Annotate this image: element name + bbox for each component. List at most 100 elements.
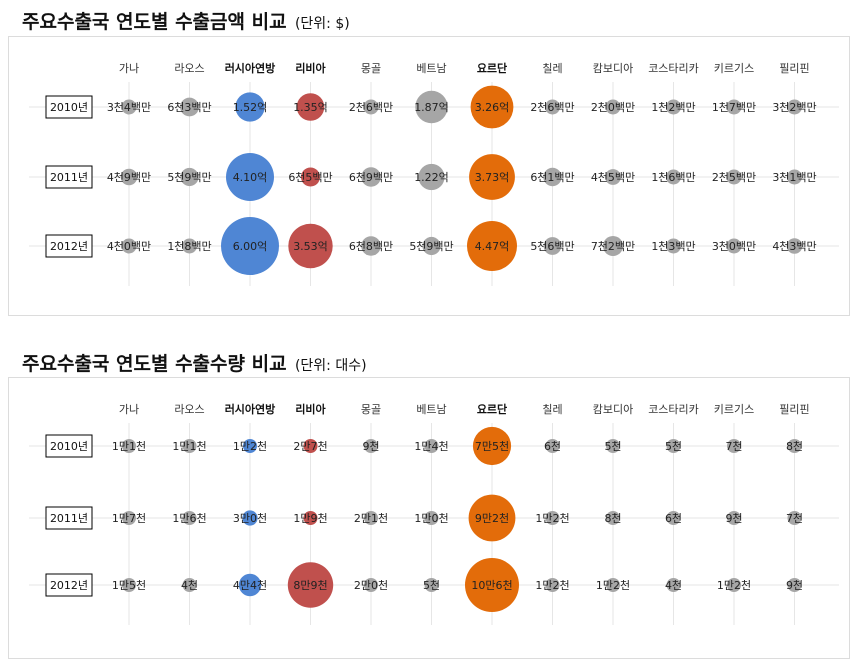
data-bubble xyxy=(467,221,517,271)
data-bubble xyxy=(287,562,334,608)
data-label: 6천 xyxy=(544,439,561,453)
data-label: 1만2천 xyxy=(233,439,267,453)
data-bubble xyxy=(787,578,802,592)
data-bubble xyxy=(122,439,136,453)
data-bubble xyxy=(472,426,512,466)
data-bubble xyxy=(727,439,741,453)
data-label: 6천3백만 xyxy=(167,100,211,114)
data-label: 5천 xyxy=(423,578,440,592)
data-bubble xyxy=(296,93,325,121)
data-bubble xyxy=(606,578,620,592)
category-label: 러시아연방 xyxy=(225,61,276,75)
data-label: 6천1백만 xyxy=(530,170,574,184)
data-label: 4천 xyxy=(665,578,682,592)
data-label: 1만5천 xyxy=(112,578,146,592)
data-bubble xyxy=(787,511,802,525)
data-label: 1만1천 xyxy=(112,439,146,453)
data-bubble xyxy=(666,439,681,453)
data-bubble xyxy=(545,439,560,453)
data-label: 1만4천 xyxy=(414,439,448,453)
data-bubble xyxy=(786,238,803,254)
data-label: 1.35억 xyxy=(293,101,328,114)
data-bubble xyxy=(364,511,378,525)
data-label: 1천7백만 xyxy=(712,100,756,114)
year-label-box xyxy=(45,234,93,258)
category-label: 몽골 xyxy=(361,403,381,416)
data-bubble xyxy=(361,167,381,187)
data-label: 6천9백만 xyxy=(349,170,393,184)
export-amount-chart: 가나 라오스 러시아연방 리비아 몽골 베트남 요르단 칠레 캄보디아 코스타리카 키르기스 필리핀 2… xyxy=(29,61,839,286)
data-bubble xyxy=(121,99,137,115)
data-bubble xyxy=(303,511,318,525)
data-bubble xyxy=(787,439,802,453)
category-label: 요르단 xyxy=(477,61,507,75)
data-label: 7천 xyxy=(786,511,803,525)
chart1-title: 주요수출국 연도별 수출금액 비교 (단위: $) xyxy=(22,6,350,34)
data-bubble xyxy=(424,578,439,592)
data-label: 1만2천 xyxy=(535,511,569,525)
data-bubble xyxy=(182,439,197,453)
year-label: 2011년 xyxy=(50,171,88,184)
year-label-box xyxy=(45,573,93,597)
data-bubble xyxy=(238,573,262,597)
data-bubble xyxy=(424,511,439,525)
data-bubble xyxy=(364,439,378,453)
data-label: 4천3백만 xyxy=(772,239,816,253)
data-bubble xyxy=(122,578,136,592)
data-label: 2만1천 xyxy=(354,511,388,525)
data-bubble xyxy=(545,99,560,115)
data-bubble xyxy=(606,439,620,453)
data-label: 3천0백만 xyxy=(712,239,756,253)
data-label: 6.00억 xyxy=(233,240,268,253)
data-label: 4천9백만 xyxy=(107,170,151,184)
data-label: 4천 xyxy=(181,578,198,592)
year-label: 2011년 xyxy=(50,512,88,525)
category-label: 가나 xyxy=(119,62,139,75)
data-bubble xyxy=(361,236,381,256)
chart2-panel: 가나 라오스 러시아연방 리비아 몽골 베트남 요르단 칠레 캄보디아 코스타리카 키르기스 필리핀 2… xyxy=(8,377,850,659)
data-bubble xyxy=(242,510,258,526)
data-bubble xyxy=(470,85,514,129)
data-bubble xyxy=(469,154,515,200)
category-label: 몽골 xyxy=(361,62,381,75)
data-bubble xyxy=(180,97,199,117)
data-bubble xyxy=(468,494,516,542)
data-label: 3.53억 xyxy=(293,240,328,253)
data-label: 5천9백만 xyxy=(409,239,453,253)
data-label: 1만2천 xyxy=(717,578,751,592)
data-bubble xyxy=(606,511,620,525)
data-bubble xyxy=(727,511,741,525)
category-label: 캄보디아 xyxy=(593,62,633,75)
data-label: 1천6백만 xyxy=(651,170,695,184)
data-bubble xyxy=(182,578,197,592)
data-bubble xyxy=(121,238,137,254)
data-bubble xyxy=(415,90,448,124)
category-label: 라오스 xyxy=(174,62,204,75)
data-bubble xyxy=(726,169,742,185)
data-bubble xyxy=(545,511,560,525)
data-label: 1만0천 xyxy=(414,511,448,525)
data-bubble xyxy=(666,99,681,115)
data-label: 1만1천 xyxy=(172,439,206,453)
data-bubble xyxy=(666,169,681,185)
category-label: 라오스 xyxy=(174,403,204,416)
data-bubble xyxy=(787,99,802,115)
data-bubble xyxy=(605,169,621,185)
chart1-unit-label: (단위: $) xyxy=(294,16,350,32)
data-label: 3.26억 xyxy=(475,101,510,114)
data-bubble xyxy=(666,511,681,525)
data-bubble xyxy=(465,558,519,612)
data-bubble xyxy=(288,223,333,269)
data-label: 4천0백만 xyxy=(107,239,151,253)
year-label-box xyxy=(45,165,93,189)
data-bubble xyxy=(422,236,441,256)
data-label: 1천2백만 xyxy=(651,100,695,114)
chart2-title: 주요수출국 연도별 수출수량 비교 (단위: 대수) xyxy=(22,348,367,376)
data-label: 3.73억 xyxy=(475,171,510,184)
data-bubble xyxy=(235,92,265,122)
data-bubble xyxy=(424,439,439,453)
data-bubble xyxy=(603,236,623,256)
export-quantity-chart: 가나 라오스 러시아연방 리비아 몽골 베트남 요르단 칠레 캄보디아 코스타리카 키르기스 필리핀 2… xyxy=(29,402,839,625)
category-label: 칠레 xyxy=(542,62,562,75)
category-label: 코스타리카 xyxy=(648,62,699,75)
